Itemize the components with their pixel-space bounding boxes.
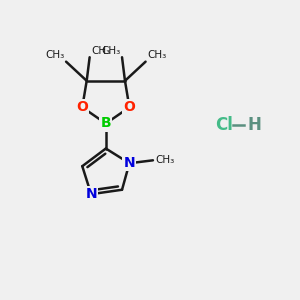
Text: N: N: [124, 156, 135, 170]
Text: O: O: [124, 100, 135, 114]
Text: Cl: Cl: [215, 116, 233, 134]
Text: CH₃: CH₃: [45, 50, 64, 60]
Text: N: N: [85, 187, 97, 201]
Text: H: H: [247, 116, 261, 134]
Text: CH₃: CH₃: [101, 46, 121, 56]
Text: O: O: [76, 100, 88, 114]
Text: CH₃: CH₃: [147, 50, 166, 60]
Text: B: B: [100, 116, 111, 130]
Text: CH₃: CH₃: [91, 46, 110, 56]
Text: CH₃: CH₃: [155, 155, 175, 165]
